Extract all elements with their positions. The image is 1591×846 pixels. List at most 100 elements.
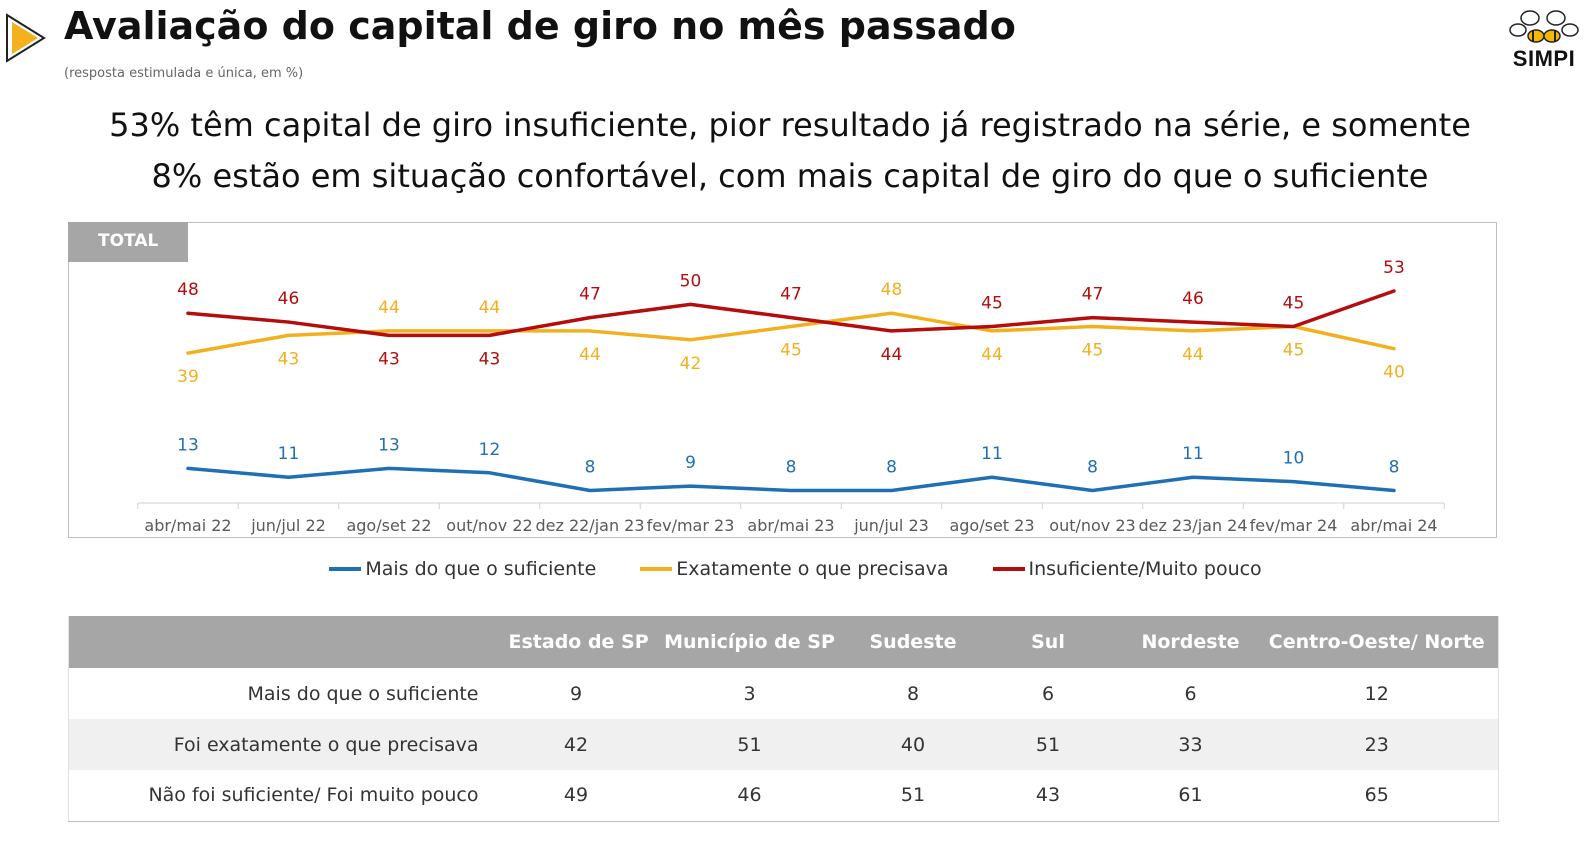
data-label-exatamente: 44 [479, 298, 501, 318]
table-cell: 65 [1364, 784, 1389, 807]
legend-item-insuficiente: Insuficiente/Muito pouco [992, 558, 1262, 580]
data-label-mais: 10 [1283, 449, 1305, 469]
table-header-nordeste: Nordeste [1141, 631, 1240, 653]
logo-text: SIMPI [1512, 46, 1576, 71]
data-label-exatamente: 39 [177, 367, 199, 387]
data-label-exatamente: 48 [881, 280, 903, 300]
data-label-exatamente: 40 [1383, 363, 1405, 383]
data-label-insuficiente: 46 [278, 289, 300, 309]
data-label-insuficiente: 43 [378, 349, 400, 369]
bee-logo-icon [1509, 10, 1579, 43]
data-label-mais: 12 [479, 440, 501, 460]
region-table: Estado de SP Município de SP Sudeste Sul… [68, 616, 1499, 822]
table-header-sudeste: Sudeste [869, 631, 957, 653]
table-cell: 51 [1035, 733, 1061, 756]
data-label-insuficiente: 43 [479, 349, 501, 369]
series-line-mais [186, 466, 1396, 493]
chart-tag: TOTAL [68, 222, 188, 262]
legend-item-exatamente: Exatamente o que precisava [640, 558, 949, 580]
data-label-insuficiente: 45 [981, 294, 1003, 314]
table-cell: 51 [900, 784, 926, 807]
legend-label-mais: Mais do que o suficiente [365, 558, 597, 580]
table-cell: 3 [743, 682, 756, 705]
table-header-blank [69, 616, 509, 668]
x-tick-label: jun/jul 23 [853, 516, 929, 535]
data-label-exatamente: 45 [780, 341, 802, 361]
chart-frame [68, 222, 1497, 538]
table-cell: 40 [900, 733, 926, 756]
data-label-mais: 8 [1087, 458, 1098, 478]
table-cell: 9 [569, 682, 583, 705]
data-label-mais: 8 [886, 458, 897, 478]
table-header-municipio-sp: Município de SP [664, 631, 835, 653]
data-label-exatamente: 44 [981, 345, 1003, 365]
data-label-exatamente: 44 [579, 345, 601, 365]
x-tick-label: abr/mai 22 [144, 516, 231, 535]
x-tick-label: fev/mar 24 [1250, 516, 1338, 535]
x-tick-label: ago/set 23 [949, 516, 1034, 535]
data-label-mais: 8 [786, 458, 797, 478]
data-label-insuficiente: 50 [680, 271, 702, 291]
table-cell: 6 [1184, 682, 1197, 705]
table-cell: 43 [1035, 784, 1061, 807]
legend-swatch-mais [329, 567, 362, 571]
row-label: Mais do que o suficiente [247, 682, 479, 705]
data-label-mais: 9 [685, 453, 696, 473]
data-label-insuficiente: 44 [881, 345, 903, 365]
page-subtitle: (resposta estimulada e única, em %) [64, 66, 304, 81]
legend-swatch-exatamente [640, 567, 673, 571]
data-label-mais: 8 [1389, 458, 1400, 478]
headline-line-1: 53% têm capital de giro insuficiente, pi… [109, 106, 1471, 144]
data-label-insuficiente: 53 [1383, 258, 1405, 278]
table-cell: 23 [1364, 733, 1389, 756]
x-tick-label: dez 23/jan 24 [1138, 516, 1247, 535]
play-arrow-icon [6, 13, 46, 63]
table-header-sul: Sul [1031, 631, 1065, 653]
series-line-exatamente [186, 311, 1396, 355]
data-label-mais: 11 [981, 444, 1003, 464]
table-cell: 61 [1178, 784, 1203, 807]
legend-item-mais: Mais do que o suficiente [329, 558, 596, 580]
x-tick-label: jun/jul 22 [250, 516, 326, 535]
data-label-insuficiente: 45 [1283, 294, 1305, 314]
data-label-exatamente: 45 [1283, 341, 1305, 361]
table-row: Não foi suficiente/ Foi muito pouco 49 4… [68, 770, 1499, 821]
table-header-estado-sp: Estado de SP [508, 631, 649, 653]
data-label-mais: 13 [177, 435, 199, 455]
x-tick-label: dez 22/jan 23 [535, 516, 644, 535]
x-tick-label: abr/mai 23 [747, 516, 834, 535]
legend-swatch-insuficiente [992, 567, 1025, 571]
table-cell: 6 [1041, 682, 1055, 705]
data-label-insuficiente: 47 [1082, 285, 1104, 305]
table-row: Mais do que o suficiente 9 3 8 6 6 12 [69, 668, 1499, 719]
table-cell: 8 [906, 682, 920, 705]
table-cell: 12 [1364, 682, 1389, 705]
page-title: Avaliação do capital de giro no mês pass… [64, 4, 1016, 48]
legend-label-insuficiente: Insuficiente/Muito pouco [1028, 558, 1262, 580]
data-label-insuficiente: 47 [780, 285, 802, 305]
series-line-insuficiente [186, 289, 1396, 338]
table-row: Foi exatamente o que precisava 42 51 40 … [68, 719, 1499, 770]
legend-label-exatamente: Exatamente o que precisava [676, 558, 949, 580]
chart-legend: Mais do que o suficiente Exatamente o qu… [0, 558, 1591, 580]
table-cell: 51 [737, 733, 762, 756]
x-tick-label: ago/set 22 [346, 516, 431, 535]
headline: 53% têm capital de giro insuficiente, pi… [60, 100, 1520, 202]
data-label-exatamente: 45 [1082, 341, 1104, 361]
data-label-mais: 11 [278, 444, 300, 464]
x-tick-label: out/nov 22 [446, 516, 532, 535]
headline-line-2: 8% estão em situação confortável, com ma… [151, 157, 1429, 195]
data-label-insuficiente: 48 [177, 280, 199, 300]
data-label-exatamente: 42 [680, 354, 702, 374]
data-label-exatamente: 44 [1182, 345, 1204, 365]
row-label: Foi exatamente o que precisava [173, 733, 479, 756]
table-cell: 33 [1178, 733, 1203, 756]
data-label-mais: 11 [1182, 444, 1204, 464]
table-header-centro-oeste-norte: Centro-Oeste/ Norte [1268, 631, 1485, 653]
x-tick-label: abr/mai 24 [1350, 516, 1437, 535]
table-cell: 49 [563, 784, 589, 807]
table-cell: 46 [737, 784, 762, 807]
data-label-exatamente: 44 [378, 298, 400, 318]
x-tick-label: out/nov 23 [1049, 516, 1135, 535]
